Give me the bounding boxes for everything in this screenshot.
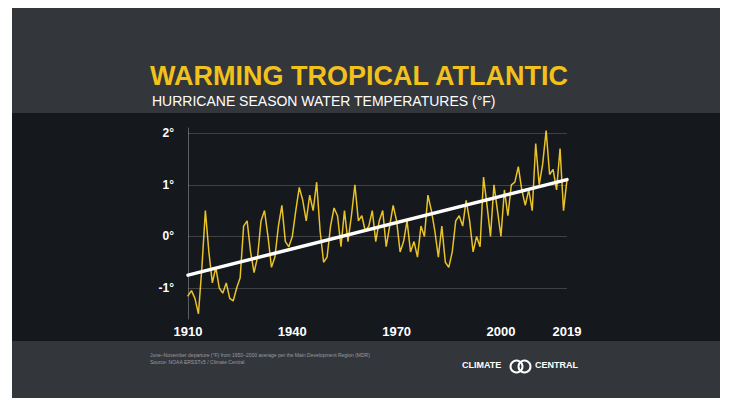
- svg-text:CENTRAL: CENTRAL: [535, 360, 578, 370]
- svg-text:1910: 1910: [174, 324, 203, 339]
- svg-text:2000: 2000: [486, 324, 515, 339]
- svg-text:1970: 1970: [382, 324, 411, 339]
- svg-text:2°: 2°: [163, 126, 175, 140]
- svg-text:-1°: -1°: [159, 281, 175, 295]
- svg-text:WARMING TROPICAL ATLANTIC: WARMING TROPICAL ATLANTIC: [150, 61, 568, 91]
- svg-text:2019: 2019: [553, 324, 582, 339]
- svg-text:1940: 1940: [278, 324, 307, 339]
- svg-text:HURRICANE SEASON WATER TEMPERA: HURRICANE SEASON WATER TEMPERATURES (°F): [152, 93, 495, 109]
- svg-text:1°: 1°: [163, 178, 175, 192]
- svg-text:Source: NOAA ERSSTv5 / Climate: Source: NOAA ERSSTv5 / Climate Central: [150, 359, 244, 365]
- svg-text:CLIMATE: CLIMATE: [462, 360, 501, 370]
- svg-text:June–November departure (°F) f: June–November departure (°F) from 1950–2…: [150, 352, 370, 358]
- svg-text:0°: 0°: [163, 229, 175, 243]
